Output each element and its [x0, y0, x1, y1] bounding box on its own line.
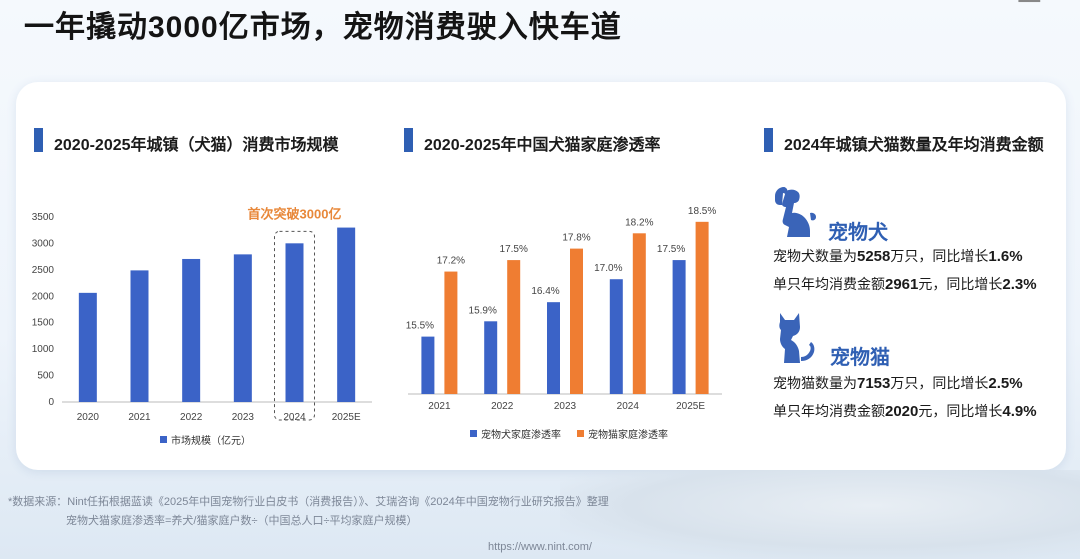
dog-spend-line: 单只年均消费金额2961元，同比增长2.3%: [773, 276, 1037, 293]
data-label: 15.9%: [469, 305, 497, 316]
legend-swatch: [577, 430, 584, 437]
x-tick-label: 2025E: [332, 412, 361, 423]
data-label: 17.8%: [562, 233, 590, 244]
dog-icon: [775, 187, 816, 237]
x-tick-label: 2023: [232, 412, 255, 423]
x-tick-label: 2024: [283, 412, 306, 423]
section-marker: [404, 128, 413, 152]
bar: [570, 248, 583, 394]
data-label: 17.0%: [594, 263, 622, 274]
y-tick-label: 500: [37, 371, 54, 382]
page-title: 一年撬动3000亿市场，宠物消费驶入快车道: [24, 11, 622, 44]
x-tick-label: 2022: [180, 412, 203, 423]
source-url: https://www.nint.com/: [488, 541, 592, 553]
bar: [285, 243, 304, 402]
cat-icon: [779, 313, 815, 363]
bar: [609, 279, 623, 394]
y-tick-label: 2500: [32, 265, 55, 276]
dog-title: 宠物犬: [828, 222, 888, 244]
y-tick-label: 0: [48, 397, 54, 408]
data-label: 17.5%: [657, 244, 685, 255]
highlight-box: [274, 230, 315, 421]
penetration-bar-chart: 15.5% 17.2% 2021 15.9% 17.5% 2022 16.4% 17.8% 20…: [406, 206, 722, 412]
section-title-market-size: 2020-2025年城镇（犬猫）消费市场规模: [54, 137, 339, 154]
footnote-line-2: 宠物犬猫家庭渗透率=养犬/猫家庭户数÷（中国总人口÷平均家庭户规模）: [66, 515, 418, 527]
source-footnote: *数据来源：Nint任拓根据蓝读《2025年中国宠物行业白皮书（消费报告）》、艾…: [8, 493, 609, 531]
y-tick-label: 1500: [32, 318, 55, 329]
y-tick-label: 1000: [32, 344, 55, 355]
data-label: 17.5%: [500, 244, 528, 255]
bar: [444, 271, 458, 394]
data-label: 16.4%: [531, 286, 559, 297]
bar: [182, 258, 201, 402]
bar: [672, 260, 686, 394]
x-tick-label: 2022: [491, 401, 514, 412]
y-tick-label: 3500: [32, 212, 55, 223]
bar: [78, 292, 97, 402]
legend-swatch: [470, 430, 477, 437]
legend-label: 宠物猫家庭渗透率: [588, 430, 668, 441]
bar: [695, 221, 709, 394]
data-label: 18.5%: [688, 206, 716, 217]
cat-count-line: 宠物猫数量为7153万只，同比增长2.5%: [773, 375, 1023, 392]
bar: [507, 260, 521, 394]
data-label: 18.2%: [625, 217, 653, 228]
bar: [421, 336, 435, 394]
y-tick-label: 2000: [32, 291, 55, 302]
x-tick-label: 2025E: [676, 401, 705, 412]
y-tick-label: 3000: [32, 238, 55, 249]
bar: [547, 302, 560, 394]
x-tick-label: 2020: [77, 412, 100, 423]
data-label: 15.5%: [406, 321, 434, 332]
footnote-line-1: *数据来源：Nint任拓根据蓝读《2025年中国宠物行业白皮书（消费报告）》、艾…: [8, 496, 609, 508]
dog-count-line: 宠物犬数量为5258万只，同比增长1.6%: [773, 248, 1023, 265]
x-tick-label: 2021: [428, 401, 451, 412]
bar: [337, 227, 356, 402]
market-size-bar-chart: 0 500 1000 1500 2000 2500 3000 3500 2020 2021 2022…: [32, 206, 372, 423]
bar: [233, 254, 252, 402]
data-label: 17.2%: [437, 256, 465, 267]
section-title-pet-stats: 2024年城镇犬猫数量及年均消费金额: [784, 137, 1044, 154]
background-decoration: [560, 470, 1080, 559]
brand-logo-fragment: ▔▔: [1018, 0, 1040, 16]
legend-label: 宠物犬家庭渗透率: [481, 430, 561, 441]
bar: [484, 321, 498, 394]
section-title-penetration: 2020-2025年中国犬猫家庭渗透率: [424, 137, 661, 154]
chart1-legend: 市场规模（亿元）: [160, 432, 251, 447]
bar: [632, 233, 646, 394]
legend-label: 市场规模（亿元）: [171, 436, 251, 447]
legend-swatch: [160, 436, 167, 443]
bar: [130, 270, 149, 402]
cat-title: 宠物猫: [830, 347, 890, 369]
x-tick-label: 2023: [554, 401, 577, 412]
chart2-legend: 宠物犬家庭渗透率 宠物猫家庭渗透率: [470, 426, 668, 441]
x-tick-label: 2024: [617, 401, 640, 412]
x-tick-label: 2021: [128, 412, 151, 423]
section-marker: [764, 128, 773, 152]
annotation-label: 首次突破3000亿: [248, 206, 342, 221]
cat-spend-line: 单只年均消费金额2020元，同比增长4.9%: [773, 403, 1037, 420]
section-marker: [34, 128, 43, 152]
